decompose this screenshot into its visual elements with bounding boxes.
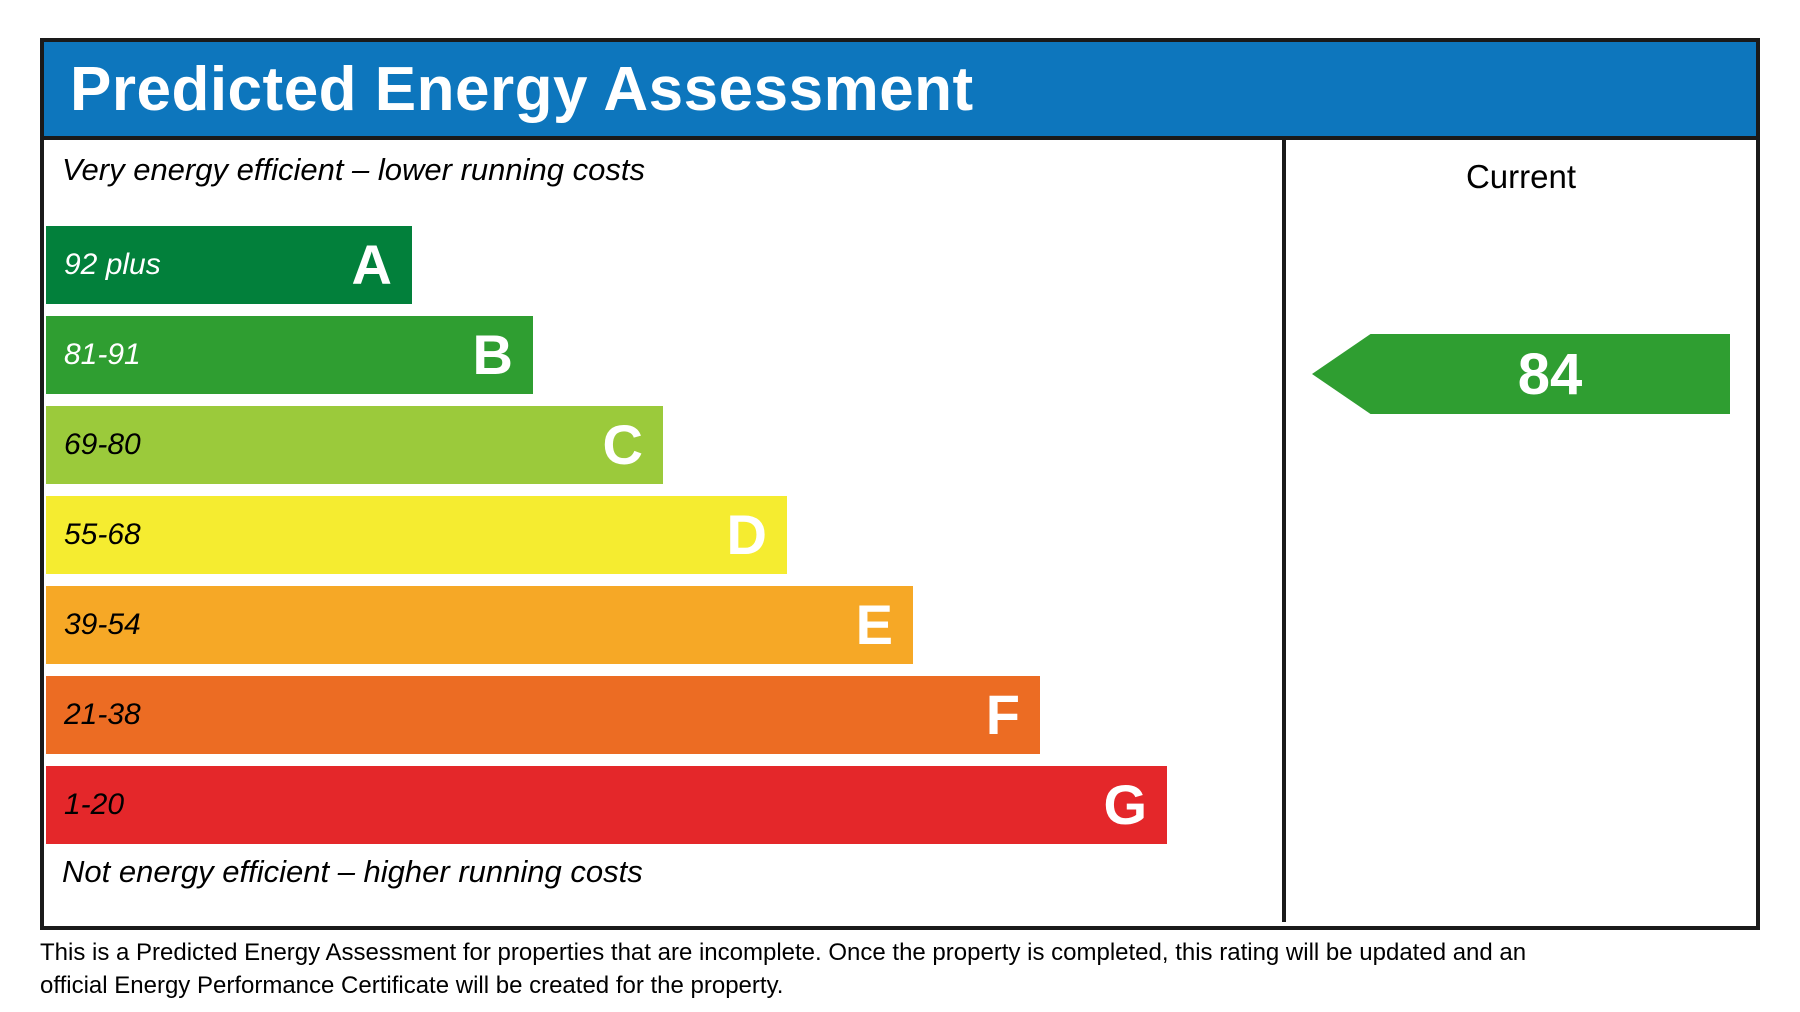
- band-range-label: 1-20: [64, 788, 125, 821]
- band-row-c: 69-80 C: [46, 406, 663, 484]
- footer-line-2: official Energy Performance Certificate …: [40, 972, 784, 999]
- band-row-f: 21-38 F: [46, 676, 1040, 754]
- band-letter: F: [985, 683, 1020, 746]
- band-row-a: 92 plus A: [46, 226, 412, 304]
- band-letter: D: [726, 503, 767, 566]
- band-range-label: 69-80: [64, 428, 141, 461]
- band-range-label: 21-38: [64, 698, 141, 731]
- band-row-e: 39-54 E: [46, 586, 913, 664]
- bottom-caption: Not energy efficient – higher running co…: [62, 854, 643, 889]
- band-range-label: 39-54: [64, 608, 141, 641]
- band-letter: G: [1103, 773, 1147, 836]
- band-range-label: 55-68: [64, 518, 141, 551]
- rating-bands: 92 plus A 81-91 B 69-80 C 55-68 D 39-54 E 21-38 F 1-…: [46, 226, 1282, 856]
- band-letter: E: [855, 593, 893, 656]
- footer-line-1: This is a Predicted Energy Assessment fo…: [40, 939, 1527, 966]
- efficiency-scale-panel: Very energy efficient – lower running co…: [44, 140, 1286, 922]
- band-row-g: 1-20 G: [46, 766, 1167, 844]
- current-rating-value: 84: [1517, 341, 1583, 407]
- band-letter: A: [351, 233, 392, 296]
- band-range-label: 92 plus: [64, 248, 161, 281]
- band-range-label: 81-91: [64, 338, 141, 371]
- band-letter: B: [472, 323, 513, 386]
- top-caption: Very energy efficient – lower running co…: [62, 152, 645, 187]
- band-row-d: 55-68 D: [46, 496, 787, 574]
- current-rating-arrow: 84: [1312, 334, 1730, 414]
- chart-box: Predicted Energy Assessment Very energy …: [40, 38, 1760, 930]
- current-column-header: Current: [1465, 158, 1577, 195]
- page-title: Predicted Energy Assessment: [70, 54, 974, 124]
- chart-body: Very energy efficient – lower running co…: [44, 140, 1756, 922]
- current-rating-panel: Current 84: [1286, 140, 1756, 922]
- band-row-b: 81-91 B: [46, 316, 533, 394]
- footer-note: This is a Predicted Energy Assessment fo…: [40, 936, 1526, 1002]
- chart-header: Predicted Energy Assessment: [44, 42, 1756, 140]
- band-letter: C: [602, 413, 643, 476]
